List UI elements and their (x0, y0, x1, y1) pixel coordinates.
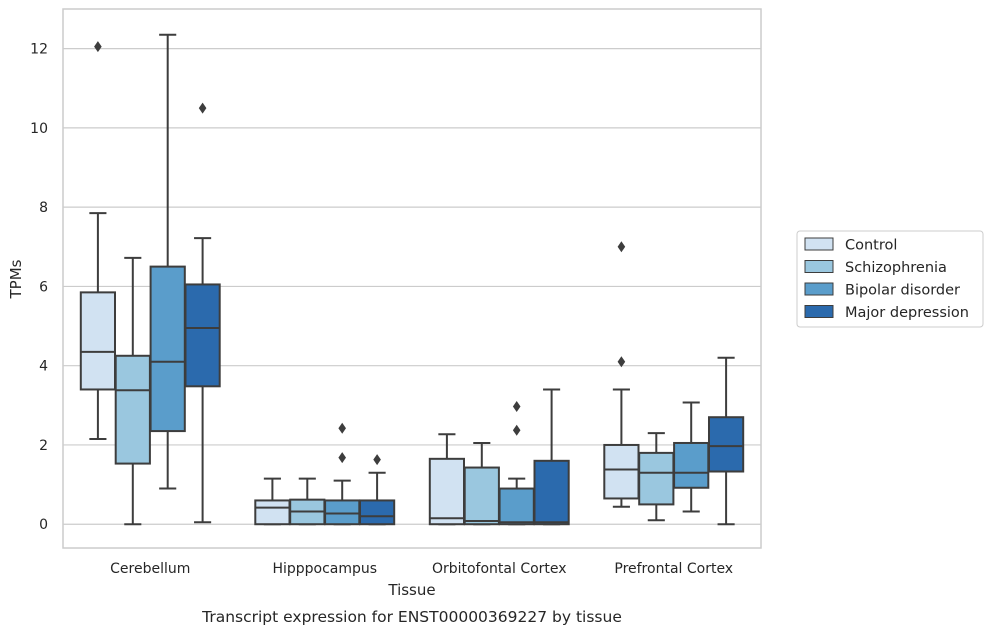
box-3-1 (358, 454, 396, 526)
box-3-0 (184, 102, 221, 524)
box-1-3 (638, 432, 675, 522)
outlier-point (512, 424, 521, 436)
outlier-point (512, 401, 521, 413)
box-body (673, 441, 710, 489)
box-1-1 (289, 477, 326, 526)
legend: Control Schizophrenia Bipolar disorder Majo… (796, 230, 984, 328)
outlier-point (617, 241, 626, 253)
legend-label: Control (845, 238, 897, 254)
box-0-0 (79, 41, 117, 441)
box-body (707, 416, 745, 473)
box-1-0 (114, 256, 151, 526)
legend-swatch (804, 305, 834, 318)
box-2-1 (324, 422, 361, 526)
box-1-2 (463, 441, 500, 526)
x-tick-label: Cerebellum (110, 561, 190, 577)
box-body (358, 499, 396, 526)
plot-frame (62, 8, 762, 549)
y-tick-labels: 0 2 4 6 8 10 12 (30, 42, 48, 534)
y-tick-label: 6 (39, 279, 48, 295)
box-0-1 (254, 477, 291, 526)
outlier-point (338, 422, 346, 434)
legend-label: Bipolar disorder (845, 283, 960, 299)
box-body (603, 443, 640, 500)
box-0-3 (603, 241, 640, 508)
y-tick-label: 4 (39, 359, 48, 375)
x-tick-label: Prefrontal Cortex (614, 561, 733, 577)
box-body (324, 499, 361, 526)
outlier-point (617, 356, 626, 368)
box-body (149, 265, 186, 433)
y-tick-label: 10 (30, 121, 48, 137)
box-body (114, 354, 151, 465)
box-body (79, 291, 117, 391)
box-body (254, 499, 291, 526)
box-body (463, 466, 500, 526)
y-axis-title: TPMs (7, 259, 25, 299)
legend-swatch (804, 282, 834, 296)
outlier-point (198, 102, 207, 114)
box-2-0 (149, 33, 186, 490)
y-tick-label: 12 (30, 42, 48, 58)
outlier-point (94, 41, 102, 53)
outlier-point (338, 452, 346, 464)
box-body (638, 451, 675, 506)
box-0-2 (428, 433, 466, 526)
box-3-3 (707, 356, 745, 526)
boxes (79, 33, 745, 526)
outlier-point (373, 454, 381, 466)
x-axis-title: Tissue (387, 581, 435, 599)
y-tick-label: 0 (39, 517, 48, 533)
box-body (184, 283, 221, 388)
chart-caption: Transcript expression for ENST0000036922… (201, 608, 622, 626)
x-tick-labels: Cerebellum Hipppocampus Orbitofontal Corte… (110, 561, 733, 577)
x-tick-label: Orbitofontal Cortex (432, 561, 567, 577)
box-body (533, 459, 570, 526)
box-2-3 (673, 401, 710, 513)
legend-label: Major depression (845, 305, 969, 321)
box-body (498, 487, 535, 526)
x-tick-label: Hipppocampus (272, 561, 377, 577)
legend-label: Schizophrenia (845, 260, 947, 276)
y-tick-label: 2 (39, 438, 48, 454)
box-3-2 (533, 388, 570, 526)
box-body (428, 457, 466, 526)
legend-frame (796, 230, 984, 328)
box-2-2 (498, 401, 535, 526)
legend-swatch (804, 237, 834, 251)
legend-swatch (804, 260, 834, 273)
y-tick-label: 8 (39, 200, 48, 216)
